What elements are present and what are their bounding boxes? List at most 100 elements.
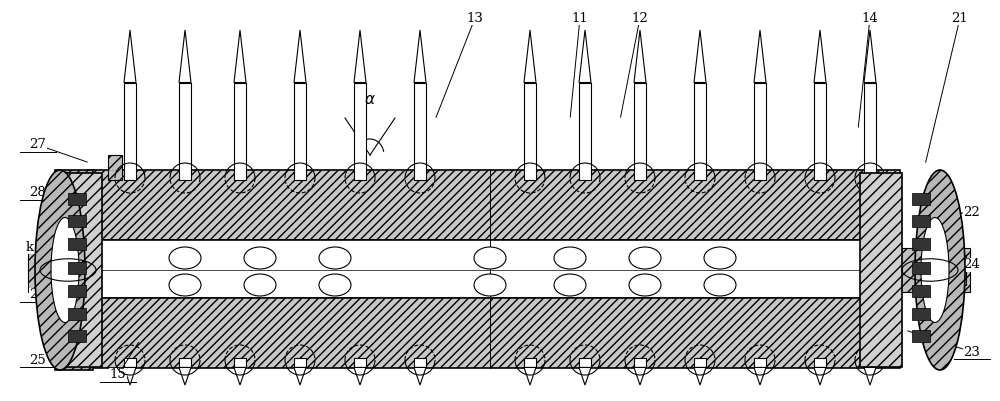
Polygon shape bbox=[179, 367, 191, 385]
Bar bbox=[414, 83, 426, 180]
Polygon shape bbox=[524, 367, 536, 385]
Polygon shape bbox=[234, 30, 246, 83]
Text: 22: 22 bbox=[964, 207, 980, 219]
Polygon shape bbox=[354, 367, 366, 385]
Bar bbox=[524, 83, 536, 180]
Bar bbox=[294, 358, 306, 367]
Text: 15: 15 bbox=[110, 369, 126, 381]
Ellipse shape bbox=[704, 247, 736, 269]
Bar bbox=[860, 173, 902, 367]
Text: 21: 21 bbox=[952, 12, 968, 24]
Text: 11: 11 bbox=[572, 12, 588, 24]
Bar bbox=[108, 155, 122, 180]
Bar bbox=[634, 358, 646, 367]
Polygon shape bbox=[634, 367, 646, 385]
Polygon shape bbox=[694, 367, 706, 385]
Polygon shape bbox=[814, 367, 826, 385]
Polygon shape bbox=[414, 30, 426, 83]
Text: 27: 27 bbox=[30, 138, 46, 152]
Bar bbox=[55, 170, 93, 370]
Polygon shape bbox=[234, 367, 246, 385]
Text: 25: 25 bbox=[30, 354, 46, 367]
Bar bbox=[88, 170, 900, 240]
Bar bbox=[124, 83, 136, 180]
Bar bbox=[912, 285, 930, 297]
Bar bbox=[912, 238, 930, 250]
Bar bbox=[579, 358, 591, 367]
Polygon shape bbox=[179, 30, 191, 83]
Bar bbox=[294, 83, 306, 180]
Text: 12: 12 bbox=[632, 12, 648, 24]
Ellipse shape bbox=[319, 247, 351, 269]
Polygon shape bbox=[124, 30, 136, 83]
Polygon shape bbox=[294, 367, 306, 385]
Polygon shape bbox=[754, 367, 766, 385]
Bar bbox=[234, 358, 246, 367]
Polygon shape bbox=[354, 30, 366, 83]
Text: 24: 24 bbox=[964, 259, 980, 271]
Bar bbox=[694, 358, 706, 367]
Ellipse shape bbox=[244, 274, 276, 296]
Bar bbox=[912, 330, 930, 342]
Polygon shape bbox=[634, 30, 646, 83]
Bar bbox=[634, 83, 646, 180]
Ellipse shape bbox=[629, 247, 661, 269]
Ellipse shape bbox=[474, 247, 506, 269]
Polygon shape bbox=[579, 367, 591, 385]
Ellipse shape bbox=[554, 247, 586, 269]
Bar bbox=[234, 83, 246, 180]
Polygon shape bbox=[294, 30, 306, 83]
Ellipse shape bbox=[319, 274, 351, 296]
Bar bbox=[754, 358, 766, 367]
Bar bbox=[179, 83, 191, 180]
Ellipse shape bbox=[629, 274, 661, 296]
Ellipse shape bbox=[915, 170, 965, 370]
Bar bbox=[864, 83, 876, 180]
Ellipse shape bbox=[244, 247, 276, 269]
Bar bbox=[694, 83, 706, 180]
Text: 26: 26 bbox=[30, 288, 46, 302]
Bar bbox=[179, 358, 191, 367]
Polygon shape bbox=[694, 30, 706, 83]
Polygon shape bbox=[124, 367, 136, 385]
Bar bbox=[814, 83, 826, 180]
Text: 14: 14 bbox=[862, 12, 878, 24]
Text: 13: 13 bbox=[467, 12, 483, 24]
Bar bbox=[124, 358, 136, 367]
Bar bbox=[414, 358, 426, 367]
Bar bbox=[68, 215, 86, 227]
Text: k: k bbox=[26, 241, 34, 253]
Text: $\alpha$: $\alpha$ bbox=[364, 93, 376, 107]
Bar bbox=[354, 83, 366, 180]
Polygon shape bbox=[524, 30, 536, 83]
Polygon shape bbox=[579, 30, 591, 83]
Bar bbox=[68, 330, 86, 342]
Text: 28: 28 bbox=[30, 186, 46, 200]
Bar bbox=[68, 308, 86, 320]
Polygon shape bbox=[414, 367, 426, 385]
Bar bbox=[912, 193, 930, 205]
Bar bbox=[68, 285, 86, 297]
Bar bbox=[68, 262, 86, 274]
Text: 23: 23 bbox=[964, 346, 980, 358]
Bar bbox=[28, 248, 60, 292]
Ellipse shape bbox=[704, 274, 736, 296]
Ellipse shape bbox=[35, 170, 85, 370]
Bar bbox=[579, 83, 591, 180]
Ellipse shape bbox=[474, 274, 506, 296]
Ellipse shape bbox=[51, 217, 79, 322]
Ellipse shape bbox=[169, 247, 201, 269]
Bar bbox=[524, 358, 536, 367]
Polygon shape bbox=[754, 30, 766, 83]
Bar bbox=[864, 358, 876, 367]
Bar bbox=[88, 240, 900, 298]
Bar bbox=[952, 255, 966, 285]
Polygon shape bbox=[864, 367, 876, 385]
Bar bbox=[60, 173, 102, 367]
Bar bbox=[912, 262, 930, 274]
Bar bbox=[68, 238, 86, 250]
Bar bbox=[354, 358, 366, 367]
Bar bbox=[814, 358, 826, 367]
Bar bbox=[68, 193, 86, 205]
Ellipse shape bbox=[554, 274, 586, 296]
